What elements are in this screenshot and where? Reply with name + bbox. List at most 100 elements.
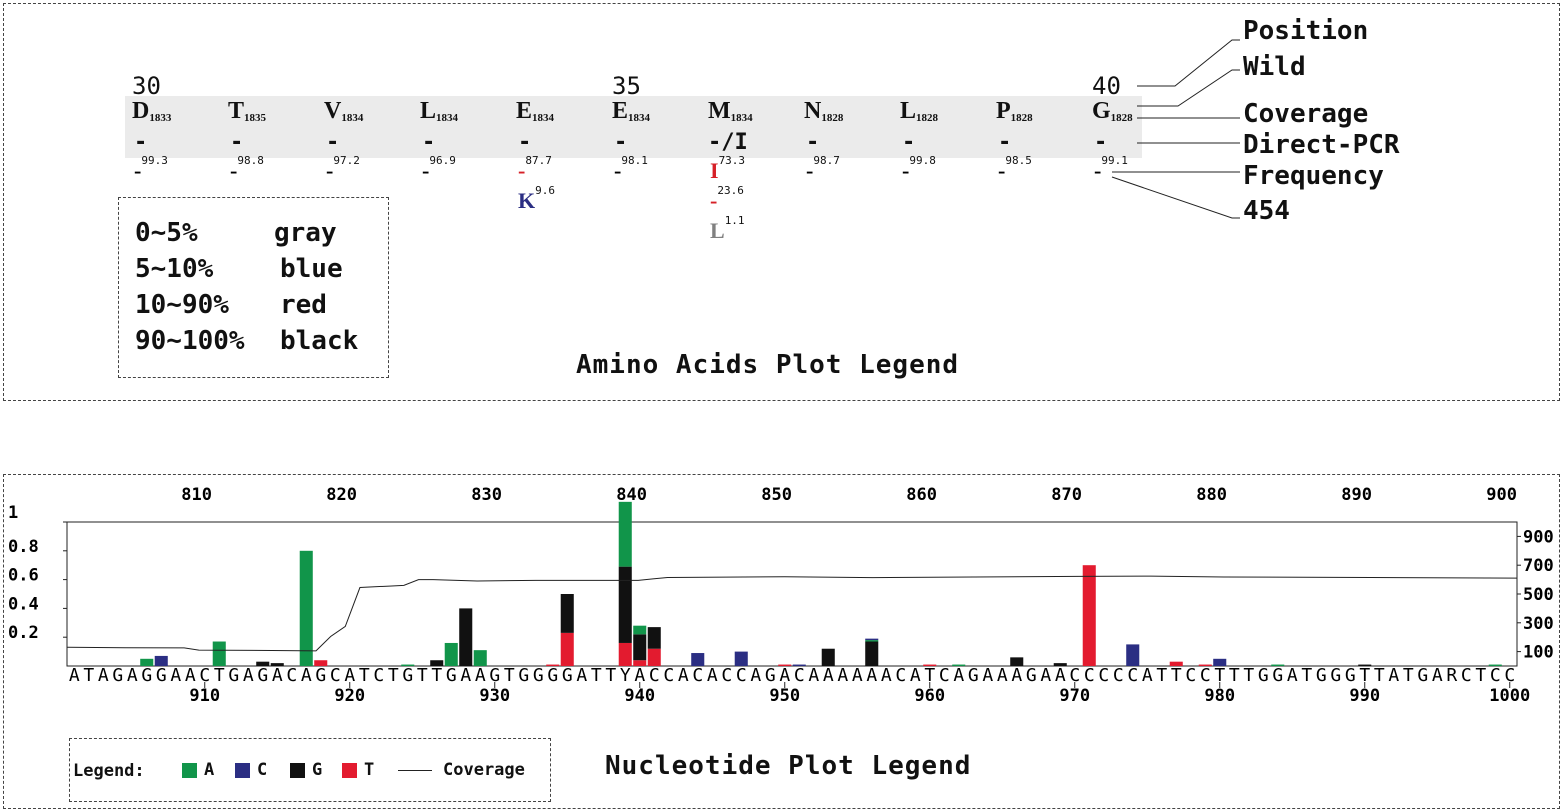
top-axis-label: 850 <box>761 485 792 505</box>
bar-A <box>865 640 879 642</box>
frequency-value: 98.5 <box>1005 154 1032 168</box>
frequency-entry: -99.1 <box>1094 154 1128 184</box>
variant-mark: - <box>710 188 718 213</box>
wild-residue: V1834 <box>324 98 363 125</box>
nucleotide-panel <box>3 474 1560 809</box>
sequence-base: T <box>1403 665 1414 686</box>
sequence-base: C <box>721 665 732 686</box>
legend-swatch-T <box>342 763 357 778</box>
sequence-base: Y <box>620 665 631 686</box>
right-axis-label: 500 <box>1523 585 1554 605</box>
sequence-base: A <box>852 665 863 686</box>
frequency-entry: -96.9 <box>422 154 456 184</box>
coverage-count: 1835 <box>244 112 267 124</box>
sequence-base: T <box>1214 665 1225 686</box>
bar-A <box>299 550 313 666</box>
bar-T <box>546 664 560 666</box>
frequency-entry: -99.8 <box>902 154 936 184</box>
direct-pcr-call: - <box>1094 130 1108 155</box>
sequence-base: T <box>214 665 225 686</box>
bar-T <box>618 642 632 666</box>
wild-residue: G1828 <box>1092 98 1133 125</box>
bar-G <box>256 661 270 666</box>
frequency-entry: -23.6 <box>710 184 744 214</box>
row-label: Direct-PCR <box>1243 130 1400 160</box>
sequence-base: T <box>1301 665 1312 686</box>
sequence-base: G <box>402 665 413 686</box>
bottom-axis-label: 960 <box>914 686 945 704</box>
left-axis-label: 0.2 <box>8 623 39 643</box>
wild-letter: M <box>708 98 731 124</box>
amino-acid-panel <box>3 3 1560 401</box>
position-number: 40 <box>1092 72 1121 100</box>
coverage-count: 1834 <box>532 112 555 124</box>
color-legend-box: 0~5% gray 5~10% blue 10~90% red 90~100% black <box>118 197 389 378</box>
variant-mark: L <box>710 218 725 243</box>
bar-T <box>647 648 661 666</box>
sequence-base: G <box>765 665 776 686</box>
sequence-base: A <box>1388 665 1399 686</box>
sequence-base: A <box>1040 665 1051 686</box>
legend-range: 5~10% <box>135 254 214 284</box>
legend-range: 90~100% <box>135 326 245 356</box>
sequence-base: T <box>1171 665 1182 686</box>
direct-pcr-call: - <box>230 130 244 155</box>
coverage-count: 1828 <box>821 112 844 124</box>
sequence-base: G <box>1026 665 1037 686</box>
direct-pcr-call: - <box>614 130 628 155</box>
bar-C <box>1126 644 1140 666</box>
sequence-base: C <box>1185 665 1196 686</box>
amino-highlight-band <box>125 96 1142 158</box>
bar-G <box>618 566 632 643</box>
sequence-base: G <box>547 665 558 686</box>
wild-letter: E <box>516 98 533 124</box>
bar-C <box>865 638 879 641</box>
sequence-base: G <box>1330 665 1341 686</box>
top-axis-label: 810 <box>181 485 212 505</box>
bar-T <box>1082 565 1096 666</box>
coverage-line <box>66 575 1518 652</box>
sequence-base: A <box>997 665 1008 686</box>
top-axis-label: 890 <box>1341 485 1372 505</box>
legend-color-name: gray <box>274 218 337 248</box>
direct-pcr-call: - <box>518 130 532 155</box>
bar-A <box>401 664 415 666</box>
sequence-base: T <box>1475 665 1486 686</box>
coverage-count: 1834 <box>628 112 651 124</box>
variant-mark: - <box>422 158 430 183</box>
bar-G <box>821 648 835 666</box>
sequence-base: G <box>1272 665 1283 686</box>
wild-residue: P1828 <box>996 98 1033 125</box>
frequency-entry: -99.3 <box>134 154 168 184</box>
sequence-base: A <box>779 665 790 686</box>
sequence-base: G <box>1417 665 1428 686</box>
sequence-base: C <box>895 665 906 686</box>
wild-residue: M1834 <box>708 98 753 125</box>
coverage-count: 1833 <box>149 112 172 124</box>
sequence-base: A <box>982 665 993 686</box>
bar-C <box>154 655 168 666</box>
bar-A <box>1488 664 1502 666</box>
sequence-base: A <box>170 665 181 686</box>
sequence-base: A <box>69 665 80 686</box>
right-axis-label: 900 <box>1523 527 1554 547</box>
bar-G <box>1010 657 1024 666</box>
sequence-base: A <box>1142 665 1153 686</box>
variant-mark: - <box>614 158 622 183</box>
sequence-base: T <box>388 665 399 686</box>
bottom-axis-label: 920 <box>334 686 365 704</box>
bar-G <box>633 634 647 661</box>
row-label: Coverage <box>1243 99 1369 129</box>
sequence-base: A <box>678 665 689 686</box>
bar-G <box>1358 664 1372 666</box>
bar-G <box>865 641 879 666</box>
direct-pcr-call: - <box>806 130 820 155</box>
variant-mark: - <box>1094 158 1102 183</box>
variant-mark: - <box>230 158 238 183</box>
frequency-value: 98.7 <box>813 154 840 168</box>
sequence-base: C <box>649 665 660 686</box>
row-label: Frequency <box>1243 161 1384 191</box>
sequence-base: C <box>286 665 297 686</box>
bottom-axis-label: 990 <box>1349 686 1380 704</box>
sequence-base: T <box>359 665 370 686</box>
